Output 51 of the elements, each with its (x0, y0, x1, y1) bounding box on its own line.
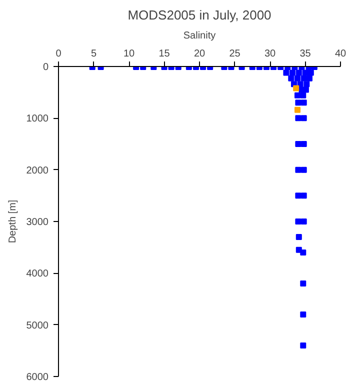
point (304, 81, 310, 88)
point (300, 218, 307, 224)
point (283, 70, 290, 76)
point (300, 192, 307, 199)
x-tick-label: 25 (229, 48, 241, 60)
x-tick-label: 35 (300, 48, 312, 60)
x-tick-label: 40 (334, 48, 346, 60)
point (297, 81, 304, 88)
point (306, 75, 312, 82)
x-tick-label: 0 (56, 48, 62, 60)
point (295, 115, 302, 122)
point (300, 342, 306, 348)
point (295, 218, 302, 224)
y-tick-label: 6000 (26, 372, 49, 383)
y-tick-label: 2000 (26, 165, 49, 176)
x-tick-label: 5 (90, 48, 97, 60)
y-tick-label: 0 (42, 62, 49, 73)
chart-title: MODS2005 in July, 2000 (128, 8, 272, 22)
point (294, 106, 300, 113)
point (302, 86, 309, 93)
point (295, 100, 302, 106)
point (300, 312, 306, 318)
point (300, 250, 306, 256)
y-tick-label: 3000 (26, 217, 49, 228)
point (300, 100, 307, 106)
point (300, 166, 307, 173)
point (300, 280, 306, 286)
point (294, 75, 300, 82)
y-tick-label: 5000 (26, 320, 49, 332)
x-axis-title: Salinity (183, 30, 216, 42)
point (296, 234, 302, 240)
point (290, 70, 296, 76)
y-tick-label: 4000 (26, 268, 49, 280)
point (295, 166, 302, 173)
x-tick-label: 10 (123, 48, 135, 60)
x-tick-label: 30 (264, 48, 276, 60)
y-tick-label: 1000 (26, 114, 49, 125)
point (302, 70, 308, 76)
x-tick-label: 20 (194, 48, 206, 60)
point (300, 92, 306, 98)
point (308, 70, 314, 76)
point (288, 75, 294, 82)
point (296, 70, 302, 76)
point (300, 141, 307, 147)
point (294, 92, 300, 98)
x-tick-label: 15 (158, 48, 170, 60)
point (295, 192, 302, 199)
point (300, 115, 307, 122)
point (295, 141, 302, 147)
y-axis-title: Depth [m] (7, 200, 18, 244)
point (293, 85, 300, 92)
